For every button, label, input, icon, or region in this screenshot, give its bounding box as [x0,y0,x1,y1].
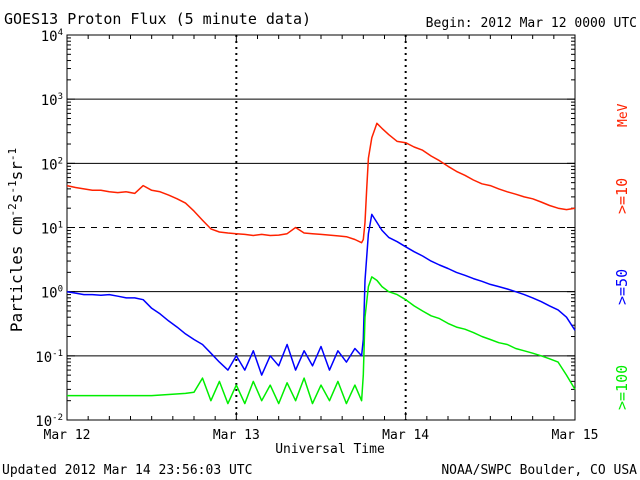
series-line-ge10 [66,122,576,244]
x-tick-label: Mar 13 [213,428,260,443]
y-tick-label: 100 [41,285,63,302]
y-tick-label: 10-1 [35,349,63,366]
y-axis-label-part-sr: sr [7,161,26,181]
x-axis-ticks: Mar 12 Mar 13 Mar 14 Mar 15 [44,35,599,443]
y-axis-label: Particles cm-2s-1sr-1 [6,148,26,332]
threshold-lines [67,98,575,357]
y-tick-label: 101 [41,221,63,238]
x-axis-label: Universal Time [275,442,385,457]
y-tick-label: 103 [41,92,63,109]
legend-ge100: >=100 [613,365,631,410]
legend-ge10: >=10 [613,178,631,214]
y-axis-ticks: 10-2 10-1 100 101 102 103 104 [35,28,575,430]
y-axis-label-exp-1b: -1 [6,148,19,161]
legend: >=10 MeV >=50 >=100 [613,103,631,410]
x-tick-label: Mar 15 [552,428,599,443]
series-line-ge100 [67,276,576,405]
x-tick-label: Mar 14 [382,428,429,443]
series-line-ge50 [66,213,576,376]
y-axis-label-exp-1a: -1 [6,180,19,193]
y-tick-label: 102 [41,156,63,173]
y-tick-label: 10-2 [35,413,63,430]
y-axis-label-part-particles: Particles cm [7,217,26,333]
legend-ge50: >=50 [613,269,631,305]
day-marker-lines [235,35,407,420]
chart-title: GOES13 Proton Flux (5 minute data) [4,10,311,28]
y-tick-label: 104 [41,28,63,45]
y-axis-label-part-s: s [7,194,26,204]
updated-timestamp: Updated 2012 Mar 14 23:56:03 UTC [2,463,252,478]
legend-mev: MeV [616,103,631,127]
y-axis-label-exp-2: -2 [6,203,19,216]
begin-date-label: Begin: 2012 Mar 12 0000 UTC [426,16,637,31]
credit-label: NOAA/SWPC Boulder, CO USA [441,463,637,478]
series-layer [66,122,576,405]
x-tick-label: Mar 12 [44,428,91,443]
